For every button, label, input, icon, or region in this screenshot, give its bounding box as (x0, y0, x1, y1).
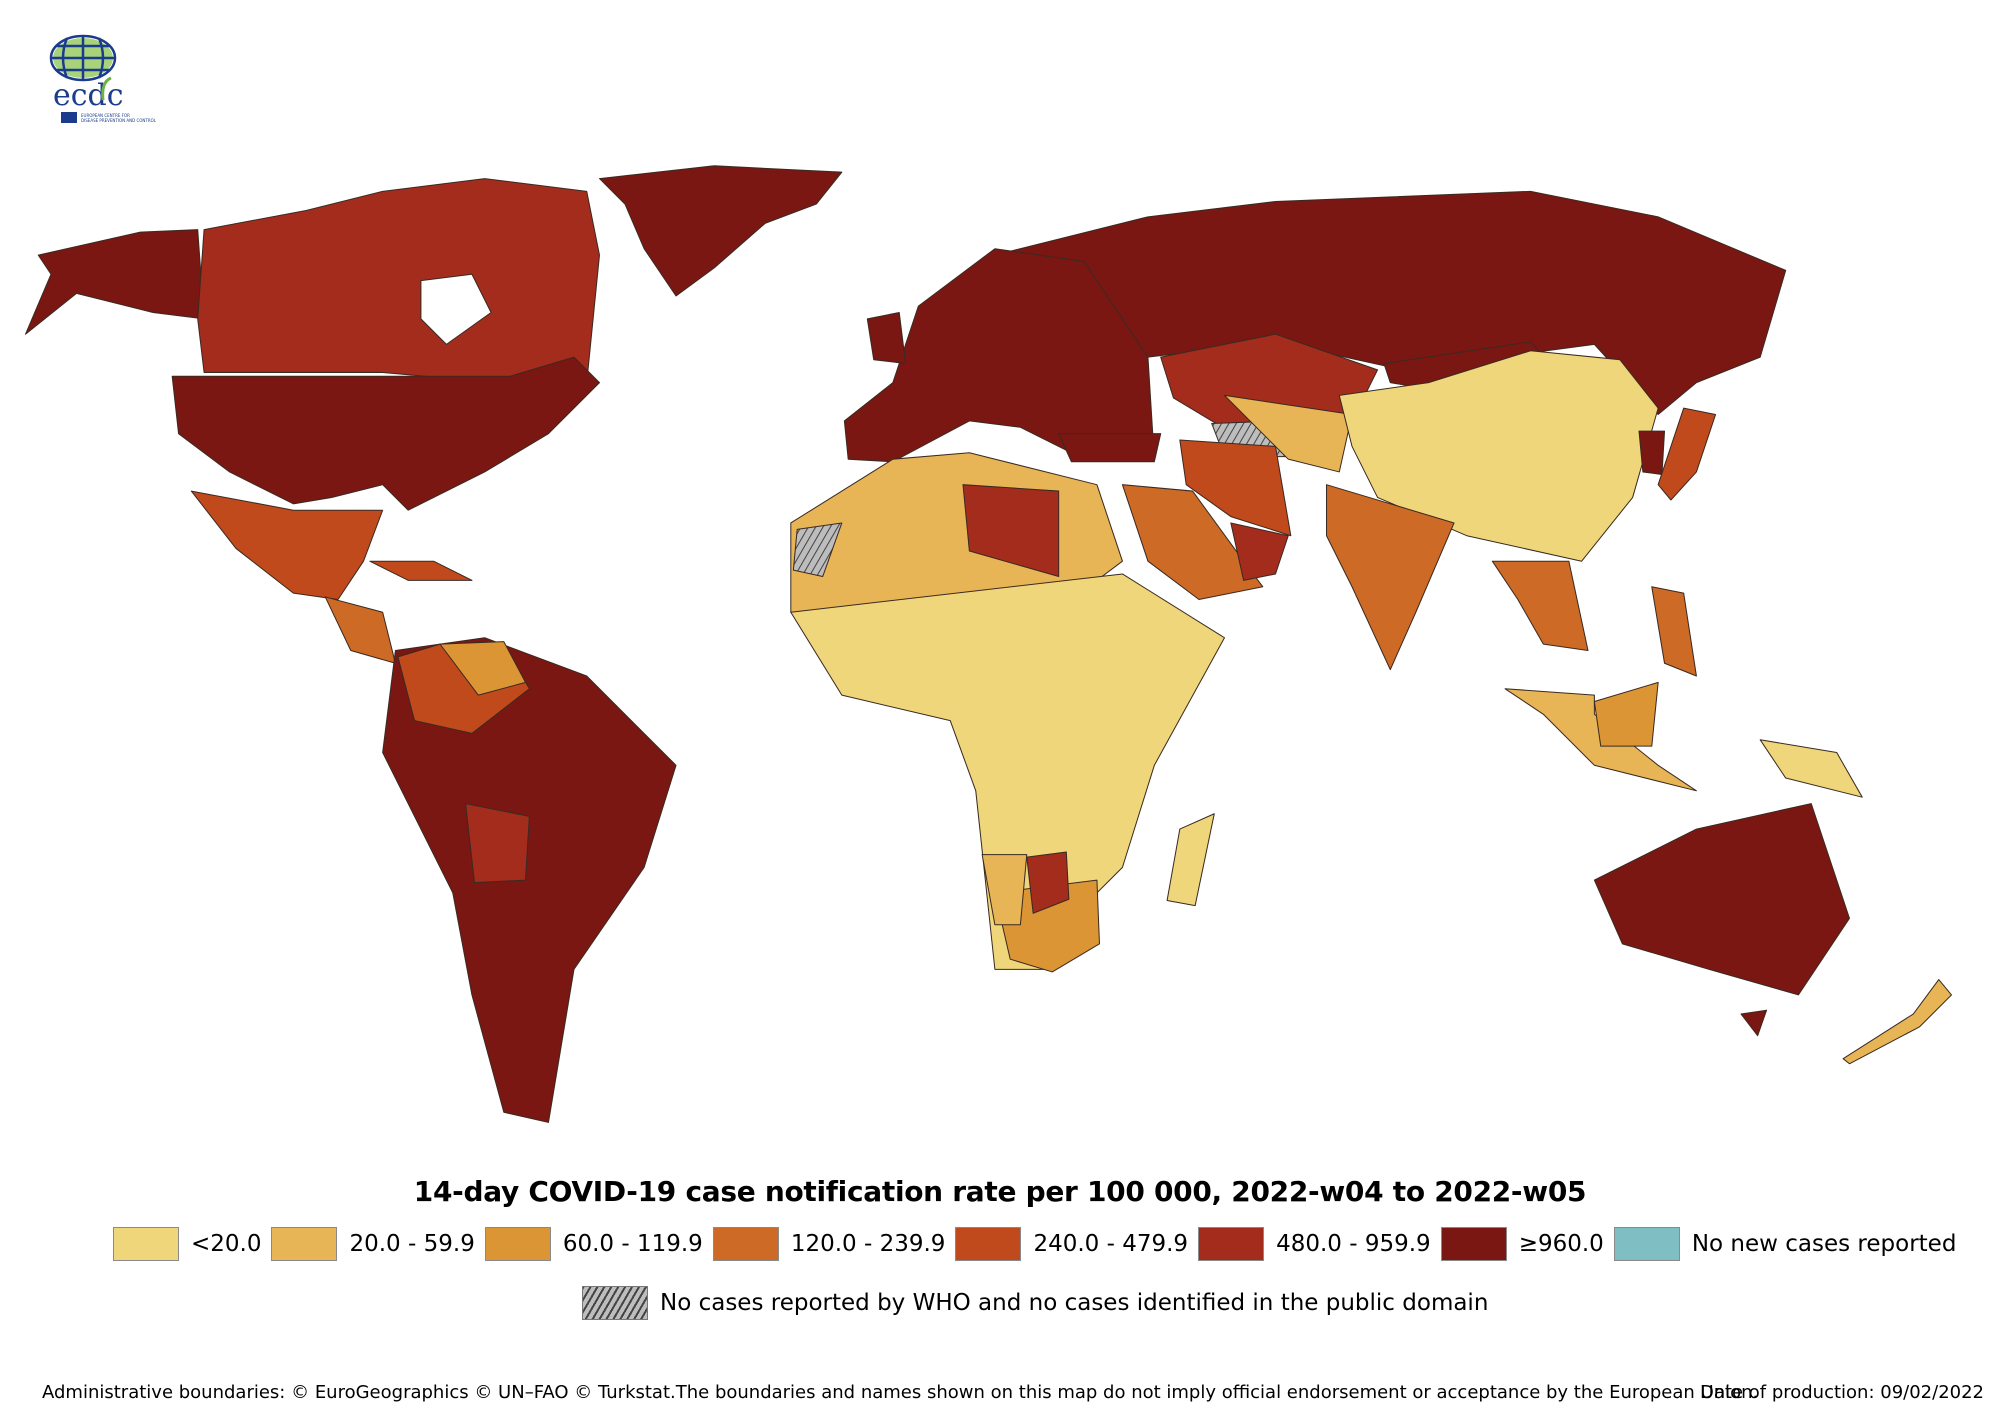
region-australia (1593, 803, 1850, 996)
region-venezuela (439, 641, 527, 696)
region-iran (1179, 439, 1292, 537)
legend-item: 20.0 - 59.9 (271, 1227, 475, 1261)
legend-label: 120.0 - 239.9 (790, 1231, 946, 1257)
svg-text:DISEASE PREVENTION AND CONTROL: DISEASE PREVENTION AND CONTROL (81, 118, 157, 123)
region-new-zealand (1842, 979, 1953, 1065)
region-turkey (1058, 433, 1162, 463)
legend-hatched-item: No cases reported by WHO and no cases id… (582, 1286, 1488, 1320)
map-title: 14-day COVID-19 case notification rate p… (413, 1175, 1587, 1208)
region-southeast-asia (1491, 560, 1589, 652)
legend-label: 20.0 - 59.9 (349, 1231, 475, 1257)
region-madagascar (1166, 813, 1215, 907)
legend-item: 60.0 - 119.9 (484, 1227, 703, 1261)
region-western-sahara (792, 522, 843, 578)
legend-label: 480.0 - 959.9 (1276, 1231, 1431, 1257)
legend: <20.0 20.0 - 59.9 60.0 - 119.9 120.0 - 2… (113, 1227, 1966, 1261)
svg-text:ecdc: ecdc (53, 78, 124, 113)
legend-label: <20.0 (191, 1231, 262, 1257)
region-alaska (24, 229, 205, 335)
legend-swatch (1198, 1227, 1265, 1261)
svg-text:EUROPEAN CENTRE FOR: EUROPEAN CENTRE FOR (81, 113, 130, 118)
region-south-america (382, 637, 677, 1123)
legend-item: 240.0 - 479.9 (955, 1227, 1188, 1261)
ecdc-logo: ecdc EUROPEAN CENTRE FOR DISEASE PREVENT… (49, 34, 157, 123)
region-caribbean (369, 560, 473, 581)
region-botswana (1026, 851, 1070, 914)
production-date: Date of production: 09/02/2022 (1700, 1382, 1985, 1403)
region-korea (1638, 430, 1666, 475)
legend-swatch (712, 1227, 779, 1261)
attribution-text: Administrative boundaries: © EuroGeograp… (42, 1382, 1759, 1403)
region-mexico (190, 490, 384, 600)
legend-swatch (113, 1227, 179, 1261)
region-libya (962, 484, 1060, 578)
region-hudson-bay (420, 273, 492, 345)
legend-swatch (1613, 1227, 1680, 1261)
region-china (1338, 350, 1659, 562)
region-borneo (1593, 681, 1659, 747)
region-usa (171, 356, 600, 511)
world-map (24, 165, 1953, 1123)
hatched-swatch (582, 1286, 648, 1320)
region-uk (866, 311, 907, 365)
legend-item: ≥960.0 (1440, 1227, 1604, 1261)
legend-label: No cases reported by WHO and no cases id… (660, 1290, 1489, 1316)
region-japan (1657, 407, 1717, 501)
region-middle-east (1121, 484, 1264, 600)
region-canada (197, 178, 600, 384)
legend-item: No new cases reported (1613, 1227, 1957, 1261)
region-tasmania (1740, 1009, 1768, 1037)
legend-swatch (955, 1227, 1022, 1261)
region-greenland (598, 165, 843, 297)
legend-label: No new cases reported (1691, 1231, 1957, 1257)
region-bolivia (465, 803, 530, 884)
region-central-america (324, 596, 396, 664)
legend-item: 480.0 - 959.9 (1198, 1227, 1431, 1261)
legend-label: ≥960.0 (1518, 1231, 1604, 1257)
legend-swatch (1440, 1227, 1507, 1261)
region-namibia (981, 854, 1028, 926)
region-oman (1230, 522, 1289, 581)
region-papua (1759, 739, 1863, 798)
legend-item: 120.0 - 239.9 (712, 1227, 946, 1261)
legend-label: 240.0 - 479.9 (1033, 1231, 1189, 1257)
legend-label: 60.0 - 119.9 (562, 1231, 703, 1257)
region-central-asia (1223, 394, 1353, 473)
legend-swatch (271, 1227, 338, 1261)
legend-item: <20.0 (113, 1227, 261, 1261)
region-philippines (1651, 586, 1697, 677)
region-india (1326, 484, 1455, 671)
legend-swatch (484, 1227, 551, 1261)
